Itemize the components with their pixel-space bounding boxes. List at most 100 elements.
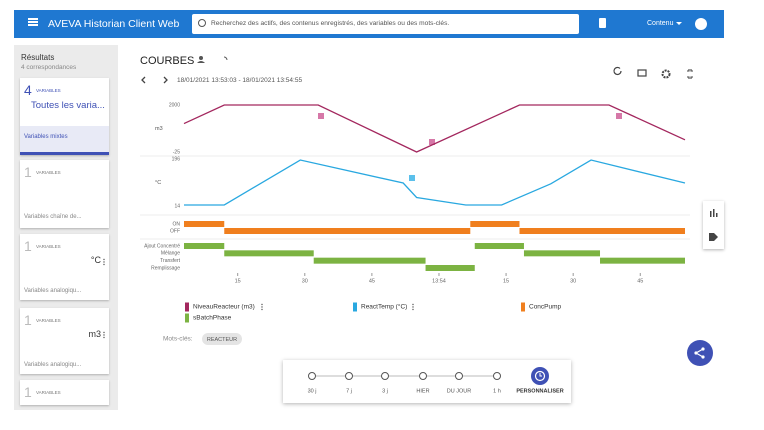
range-option[interactable] <box>419 372 427 380</box>
annotation-marker[interactable] <box>429 139 435 145</box>
y-tick-label: Transfert <box>160 258 180 264</box>
settings-button[interactable] <box>661 69 671 79</box>
delete-button[interactable] <box>599 18 606 28</box>
legend-menu[interactable] <box>261 303 263 306</box>
y-tick-label: Ajout Concentré <box>144 243 180 249</box>
legend-menu[interactable] <box>412 303 414 306</box>
range-option-label: HIER <box>416 388 429 394</box>
result-card[interactable]: 1 VARIABLES Variables chaîne de... <box>20 160 109 228</box>
next-button[interactable] <box>163 76 168 84</box>
card-menu[interactable] <box>103 331 105 334</box>
y-tick-label: Remplissage <box>151 265 180 271</box>
range-option-label: PERSONNALISER <box>516 388 563 394</box>
card-count: 1 <box>24 312 32 328</box>
keywords-label: Mots-clés: <box>163 336 193 343</box>
result-card[interactable]: 1 VARIABLES °C Variables analogiqu... <box>20 234 109 300</box>
search-placeholder: Recherchez des actifs, des contenus enre… <box>211 20 450 27</box>
annotation-marker[interactable] <box>616 113 622 119</box>
annotation-marker[interactable] <box>409 175 415 181</box>
side-tabs <box>703 201 724 249</box>
time-selector <box>283 360 571 403</box>
annotation-marker[interactable] <box>318 113 324 119</box>
card-count-label: VARIABLES <box>36 170 61 175</box>
fullscreen-button[interactable] <box>687 69 693 79</box>
state-bar <box>519 228 685 234</box>
card-description: Variables chaîne de... <box>24 214 82 220</box>
state-bar <box>425 265 475 271</box>
clock-icon <box>539 373 542 377</box>
search-icon <box>198 19 206 27</box>
card-count-label: VARIABLES <box>36 318 61 323</box>
y-tick-label: Mélange <box>161 251 180 257</box>
legend-label: ReactTemp (°C) <box>361 303 407 311</box>
legend-menu[interactable] <box>412 306 414 308</box>
x-tick-label: 15 <box>503 278 509 284</box>
result-card[interactable]: 1 VARIABLES m3 Variables analogiqu... <box>20 308 109 374</box>
time-range: 18/01/2021 13:53:03 - 18/01/2021 13:54:5… <box>177 77 302 84</box>
x-tick-label: 30 <box>570 278 576 284</box>
range-option-label: 3 j <box>382 388 388 394</box>
card-menu[interactable] <box>103 263 105 266</box>
legend-menu[interactable] <box>412 308 414 311</box>
result-card[interactable]: 4 VARIABLES Toutes les varia... Variable… <box>20 78 109 155</box>
clock-icon <box>534 370 546 382</box>
card-menu[interactable] <box>103 261 105 263</box>
state-bar <box>470 221 520 227</box>
legend-swatch <box>185 302 189 312</box>
statistics-tab[interactable] <box>713 209 715 217</box>
result-card[interactable]: 1 VARIABLES <box>20 380 109 405</box>
legend-label: sBatchPhase <box>193 315 232 322</box>
menu-caret <box>676 22 682 25</box>
state-bar <box>224 228 471 234</box>
state-bar <box>474 243 524 249</box>
card-footer <box>20 126 109 152</box>
card-description: Variables mixtes <box>24 134 68 140</box>
menu-button[interactable] <box>28 21 38 23</box>
statistics-tab[interactable] <box>716 213 718 217</box>
card-menu[interactable] <box>103 258 105 261</box>
card-count-label: VARIABLES <box>36 390 61 395</box>
y-tick-label: 14 <box>174 203 180 209</box>
statistics-tab[interactable] <box>710 211 712 217</box>
previous-button[interactable] <box>141 76 146 84</box>
share-button[interactable] <box>687 340 713 366</box>
range-option-label: 7 j <box>346 388 352 394</box>
card-description: Variables analogiqu... <box>24 362 82 368</box>
range-option[interactable] <box>345 372 353 380</box>
range-option[interactable] <box>455 372 463 380</box>
range-option[interactable] <box>308 372 316 380</box>
legend-swatch <box>185 313 189 323</box>
card-count: 1 <box>24 164 32 180</box>
x-tick-label: 15 <box>235 278 241 284</box>
legend-label: NiveauReacteur (m3) <box>193 304 255 311</box>
results-title: Résultats <box>21 53 55 62</box>
tags-tab[interactable] <box>709 233 718 241</box>
legend-menu[interactable] <box>261 306 263 308</box>
range-option[interactable] <box>493 372 501 380</box>
legend-menu[interactable] <box>261 308 263 311</box>
card-menu[interactable] <box>103 336 105 339</box>
legend-swatch <box>353 302 357 312</box>
state-bar <box>600 257 685 264</box>
owner-icon <box>199 56 203 60</box>
annotation-button[interactable] <box>637 69 647 77</box>
keyword-chip-label: REACTEUR <box>207 337 237 343</box>
keyword-chip[interactable] <box>202 333 242 345</box>
range-option[interactable] <box>381 372 389 380</box>
trend-line <box>184 159 686 206</box>
search-box[interactable]: Recherchez des actifs, des contenus enre… <box>192 14 579 34</box>
account-button[interactable] <box>695 18 707 30</box>
share-icon <box>694 351 698 355</box>
state-bar <box>184 243 225 249</box>
legend-label: ConcPump <box>529 304 562 311</box>
card-unit: °C <box>90 255 101 265</box>
content-menu[interactable]: Contenu <box>647 20 674 27</box>
state-bar <box>224 250 314 257</box>
card-menu[interactable] <box>103 334 105 336</box>
view-title: COURBES <box>140 55 194 67</box>
owner-icon <box>197 61 205 63</box>
refresh-button[interactable] <box>613 66 622 76</box>
range-option-label: 1 h <box>493 388 501 394</box>
app-title: AVEVA Historian Client Web <box>48 18 180 30</box>
